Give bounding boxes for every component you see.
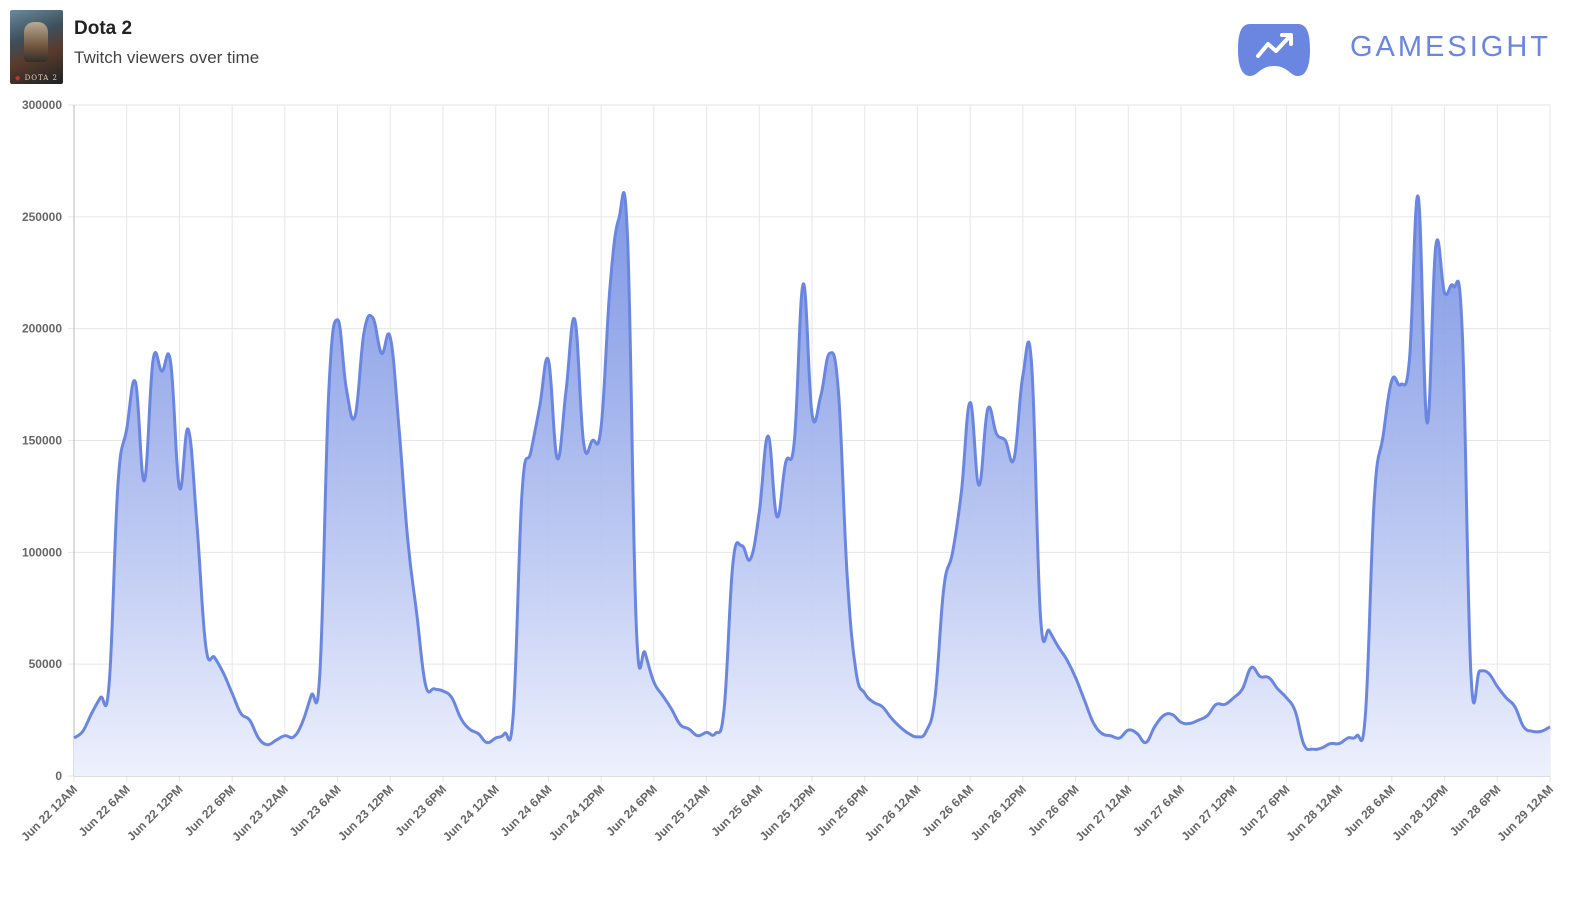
game-thumbnail: ◆ DOTA 2 [10,10,63,84]
viewers-chart: 0 50000 100000 150000 200000 250000 300000 Jun… [18,98,1556,844]
x-tick-label: Jun 27 12PM [1179,782,1240,843]
x-tick-label: Jun 24 6PM [603,782,660,839]
x-tick-label: Jun 25 12PM [757,782,818,843]
x-tick-label: Jun 28 12AM [1283,782,1345,844]
chart-header: ◆ DOTA 2 Dota 2 Twitch viewers over time… [0,0,1587,92]
x-tick-label: Jun 24 12AM [440,782,502,844]
y-tick-label: 250000 [22,210,62,224]
series-area-fill [74,192,1550,777]
x-tick-label: Jun 23 6AM [287,782,344,839]
x-tick-label: Jun 28 6AM [1341,782,1398,839]
x-tick-label: Jun 25 6PM [814,782,871,839]
x-tick-label: Jun 23 6PM [393,782,450,839]
x-tick-label: Jun 26 6AM [919,782,976,839]
thumbnail-caption: ◆ DOTA 2 [15,74,58,82]
brand-name: GAMESIGHT [1350,31,1552,63]
x-tick-label: Jun 24 6AM [497,782,554,839]
x-tick-label: Jun 27 6AM [1130,782,1187,839]
y-tick-label: 100000 [22,545,62,559]
x-tick-label: Jun 28 6PM [1447,782,1504,839]
y-tick-label: 0 [55,769,62,783]
x-tick-label: Jun 22 6PM [182,782,239,839]
x-tick-label: Jun 22 12PM [124,782,185,843]
series-area [73,191,1551,777]
x-tick-label: Jun 28 12PM [1389,782,1450,843]
x-tick-label: Jun 23 12AM [229,782,291,844]
x-tick-label: Jun 29 12AM [1494,782,1556,844]
x-tick-label: Jun 27 6PM [1236,782,1293,839]
x-tick-label: Jun 27 12AM [1073,782,1135,844]
x-tick-label: Jun 24 12PM [546,782,607,843]
x-tick-label: Jun 22 6AM [76,782,133,839]
x-tick-label: Jun 25 12AM [651,782,713,844]
x-tick-label: Jun 26 6PM [1025,782,1082,839]
x-tick-label: Jun 26 12PM [968,782,1029,843]
x-tick-label: Jun 25 6AM [708,782,765,839]
y-tick-label: 300000 [22,98,62,112]
y-tick-label: 150000 [22,434,62,448]
hero-figure [24,22,48,62]
game-title: Dota 2 [74,18,133,39]
y-tick-label: 200000 [22,322,62,336]
x-tick-label: Jun 23 12PM [335,782,396,843]
y-tick-labels: 0 50000 100000 150000 200000 250000 300000 [22,98,62,783]
gamepad-trend-icon [1238,24,1310,76]
y-tick-label: 50000 [29,657,63,671]
x-tick-label: Jun 26 12AM [862,782,924,844]
chart-subtitle: Twitch viewers over time [74,48,260,67]
series-line [73,191,1551,752]
x-tick-label: Jun 22 12AM [18,782,80,844]
